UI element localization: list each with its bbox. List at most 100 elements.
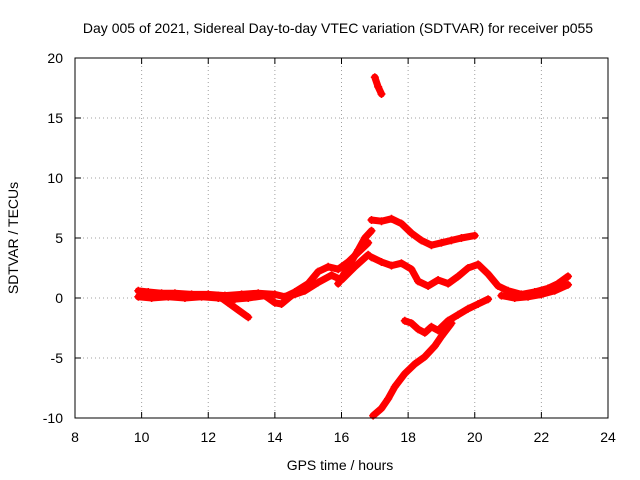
data-point (484, 295, 493, 304)
data-point (444, 279, 453, 288)
data-point (407, 319, 416, 328)
data-point (147, 294, 156, 302)
data-point (550, 286, 559, 295)
data-point (494, 282, 503, 290)
y-tick-label: 20 (47, 50, 63, 66)
x-tick-label: 12 (200, 429, 216, 445)
data-point (414, 325, 423, 334)
data-point (474, 300, 483, 308)
data-point (387, 214, 396, 223)
series-segment-upper (368, 215, 479, 249)
data-point (384, 394, 393, 403)
data-point (410, 360, 419, 368)
data-point (224, 298, 233, 307)
data-point (377, 404, 386, 413)
data-point (414, 277, 423, 286)
x-tick-label: 22 (534, 429, 550, 445)
data-point (424, 282, 433, 290)
data-point (287, 291, 296, 300)
y-tick-labels: -10 -5 0 5 10 15 20 (43, 50, 63, 426)
axis-ticks (74, 57, 609, 419)
data-point (400, 369, 409, 378)
series-segment-dip (214, 292, 252, 321)
data-point (360, 234, 369, 242)
x-tick-label: 20 (467, 429, 483, 445)
data-point (370, 73, 379, 82)
data-point (397, 219, 406, 228)
data-point (387, 261, 396, 270)
x-tick-label: 14 (267, 429, 283, 445)
data-point (180, 294, 189, 302)
data-point (374, 82, 383, 91)
y-tick-label: -10 (43, 410, 63, 426)
data-point (497, 291, 506, 300)
data-point (417, 236, 426, 245)
series-segment-deep (369, 319, 455, 420)
data-point (314, 278, 323, 287)
data-point (464, 264, 473, 272)
y-tick-label: 0 (55, 290, 63, 306)
data-point (344, 262, 353, 271)
data-point (420, 328, 429, 337)
data-point (564, 272, 573, 281)
data-point (164, 292, 173, 301)
data-point (367, 216, 376, 224)
data-point (397, 259, 406, 268)
data-point (484, 270, 493, 278)
y-tick-label: 5 (55, 230, 63, 246)
data-point (197, 292, 206, 301)
data-point (354, 246, 363, 254)
data-point (367, 253, 376, 262)
y-tick-label: 15 (47, 110, 63, 126)
data-point (470, 231, 479, 240)
data-point (214, 291, 223, 300)
data-point (474, 260, 483, 269)
data-point (407, 265, 416, 274)
data-point (427, 241, 436, 250)
x-tick-label: 16 (334, 429, 350, 445)
data-point (407, 229, 416, 238)
data-point (400, 316, 409, 325)
data-point (244, 313, 253, 322)
data-point (430, 342, 439, 350)
data-point (234, 306, 243, 314)
data-point (427, 322, 436, 331)
data-point (454, 272, 463, 281)
data-point (437, 238, 446, 247)
x-tick-label: 24 (600, 429, 616, 445)
data-point (437, 332, 446, 341)
series-segment-main (134, 239, 372, 301)
data-point (324, 262, 333, 271)
data-point (270, 298, 279, 307)
data-point (260, 291, 269, 300)
data-point (134, 292, 143, 301)
data-point (377, 217, 386, 226)
series-segment-main-lower (134, 251, 372, 308)
x-tick-labels: 8 10 12 14 16 18 20 22 24 (71, 429, 616, 445)
data-point (377, 258, 386, 266)
data-point (537, 290, 546, 299)
data-point (367, 226, 376, 235)
data-point (457, 234, 466, 242)
x-tick-label: 18 (400, 429, 416, 445)
data-point (327, 271, 336, 280)
x-tick-label: 8 (71, 429, 79, 445)
data-point (564, 280, 573, 289)
data-point (390, 382, 399, 391)
y-tick-label: -5 (51, 350, 64, 366)
data-point (270, 290, 279, 299)
data-point (434, 326, 443, 335)
data-point (300, 286, 309, 295)
data-point (334, 279, 343, 288)
x-tick-label: 10 (134, 429, 150, 445)
data-point (230, 295, 239, 304)
data-point (510, 294, 519, 302)
data-point (244, 294, 253, 302)
data-point (524, 292, 533, 301)
data-point (454, 310, 463, 319)
data-point (447, 236, 456, 245)
data-point (334, 265, 343, 274)
plot-series (134, 73, 573, 420)
y-tick-label: 10 (47, 170, 63, 186)
